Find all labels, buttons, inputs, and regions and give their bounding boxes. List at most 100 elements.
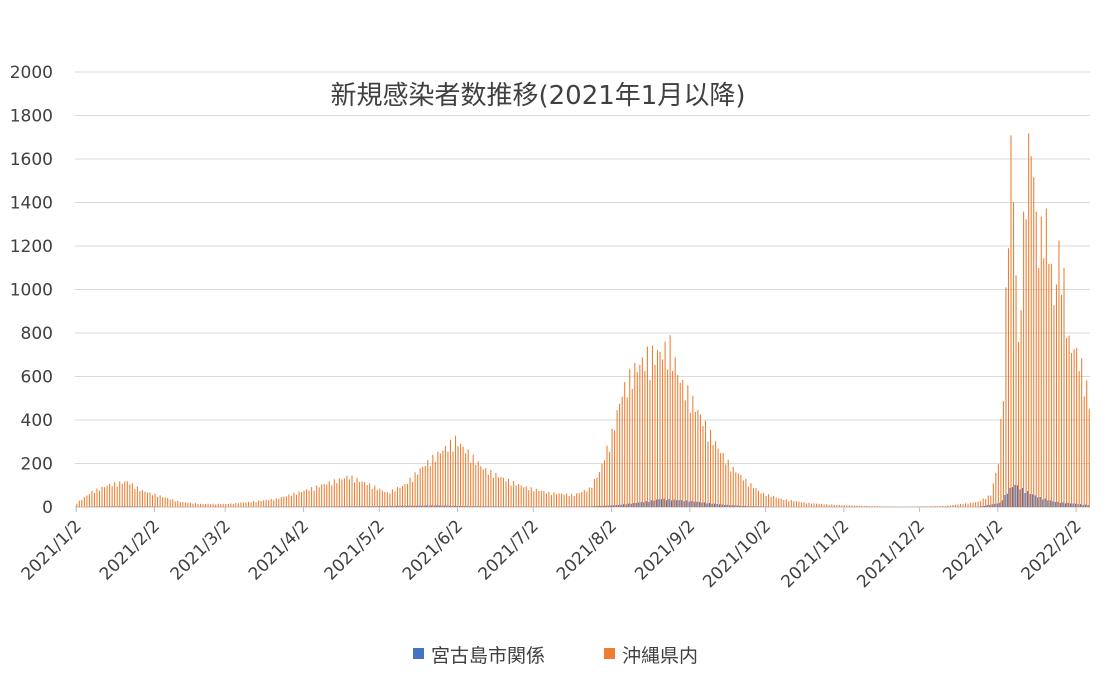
bar-okinawa [846, 505, 848, 507]
bar-okinawa [831, 504, 833, 507]
bar-okinawa [131, 483, 133, 507]
bar-miyakojima [453, 505, 455, 507]
bar-okinawa [699, 414, 701, 507]
bar-okinawa [379, 488, 381, 507]
bar-okinawa [482, 469, 484, 507]
bar-okinawa [538, 490, 540, 507]
bar-okinawa [621, 396, 623, 507]
bar-okinawa [232, 503, 234, 507]
bar-miyakojima [395, 505, 397, 507]
bar-okinawa [725, 464, 727, 507]
bar-miyakojima [1069, 503, 1072, 507]
bar-okinawa [98, 490, 101, 507]
bar-okinawa [1076, 347, 1078, 507]
bar-miyakojima [756, 506, 758, 507]
bar-okinawa [641, 357, 643, 507]
bar-okinawa [614, 430, 616, 507]
bar-okinawa [760, 493, 762, 507]
bar-okinawa [162, 497, 164, 507]
bar-okinawa [182, 502, 184, 507]
bar-miyakojima [320, 506, 322, 507]
bar-miyakojima [607, 505, 609, 507]
bar-okinawa [939, 506, 941, 507]
bar-okinawa [1053, 305, 1055, 507]
bar-okinawa [879, 506, 881, 507]
bar-okinawa [578, 492, 580, 507]
bar-miyakojima [451, 506, 453, 507]
bar-okinawa [361, 481, 363, 507]
bar-miyakojima [658, 499, 660, 507]
bar-miyakojima [678, 500, 680, 507]
bar-miyakojima [1054, 502, 1056, 507]
bar-okinawa [167, 498, 169, 507]
bar-okinawa [207, 503, 209, 507]
bar-miyakojima [1044, 498, 1046, 507]
bar-okinawa [187, 502, 189, 507]
bar-miyakojima [469, 506, 471, 507]
bar-miyakojima [981, 506, 983, 507]
bar-okinawa [535, 488, 537, 507]
bar-okinawa [561, 493, 563, 507]
bar-okinawa [194, 503, 196, 507]
bar-miyakojima [620, 504, 622, 507]
bar-okinawa [321, 484, 323, 507]
bar-miyakojima [433, 505, 435, 507]
bar-okinawa [816, 503, 818, 507]
bar-okinawa [311, 487, 313, 507]
bar-miyakojima [120, 506, 122, 507]
bar-miyakojima [996, 503, 998, 507]
bar-miyakojima [345, 506, 347, 507]
bar-miyakojima [365, 506, 367, 507]
bar-okinawa [265, 499, 267, 507]
bar-okinawa [220, 504, 222, 507]
bar-miyakojima [481, 506, 483, 507]
bar-okinawa [384, 492, 386, 507]
bar-miyakojima [118, 506, 120, 507]
bar-okinawa [442, 450, 444, 507]
bar-okinawa [707, 441, 709, 507]
bar-okinawa [169, 499, 171, 507]
bar-okinawa [1066, 338, 1068, 507]
bar-okinawa [129, 484, 131, 507]
bar-okinawa [750, 483, 752, 507]
bar-okinawa [86, 495, 88, 507]
bar-okinawa [1020, 310, 1022, 507]
bar-miyakojima [474, 506, 476, 507]
bar-okinawa [351, 475, 353, 507]
bar-okinawa [732, 466, 734, 507]
bar-okinawa [576, 493, 578, 507]
bar-okinawa [659, 351, 661, 507]
bar-miyakojima [653, 500, 655, 507]
bar-okinawa [674, 357, 676, 507]
bar-miyakojima [1072, 503, 1074, 507]
bar-okinawa [634, 363, 636, 507]
bar-miyakojima [746, 506, 748, 507]
bar-okinawa [174, 501, 176, 507]
bar-okinawa [412, 481, 414, 507]
bar-miyakojima [362, 506, 365, 507]
bar-okinawa [396, 487, 398, 507]
bar-miyakojima [984, 505, 986, 507]
bar-miyakojima [668, 498, 670, 507]
bar-okinawa [152, 495, 154, 507]
bar-okinawa [381, 490, 383, 507]
bar-okinawa [124, 481, 126, 507]
bar-okinawa [1043, 258, 1045, 507]
bar-okinawa [581, 492, 583, 507]
bar-miyakojima [673, 499, 675, 507]
bar-miyakojima [436, 505, 438, 507]
bar-okinawa [530, 487, 532, 507]
bar-okinawa [197, 504, 199, 507]
bar-okinawa [1023, 211, 1025, 507]
bar-miyakojima [403, 505, 405, 507]
bar-miyakojima [612, 505, 615, 507]
bar-miyakojima [1006, 493, 1008, 507]
bar-okinawa [268, 500, 270, 507]
bar-okinawa [83, 497, 85, 507]
bar-okinawa [555, 494, 558, 507]
bar-okinawa [848, 505, 850, 507]
bar-okinawa [1038, 268, 1040, 507]
bar-okinawa [954, 504, 956, 507]
bar-okinawa [391, 489, 393, 507]
bar-miyakojima [413, 505, 415, 507]
